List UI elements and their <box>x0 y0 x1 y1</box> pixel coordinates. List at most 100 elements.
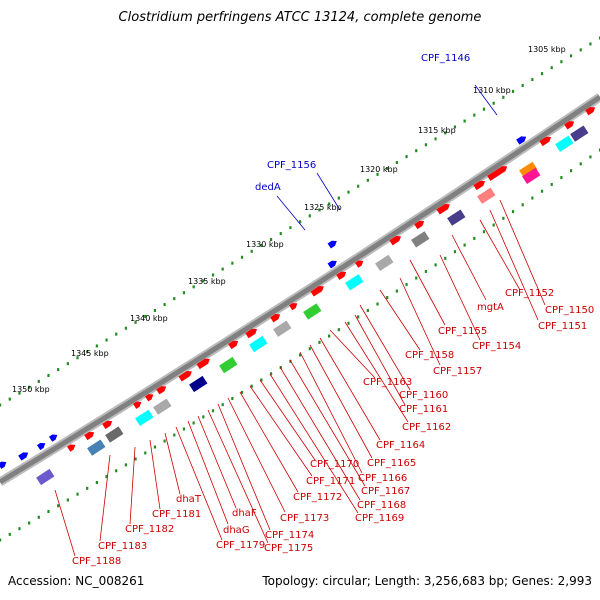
gene-arrow[interactable] <box>585 105 597 116</box>
feature-box[interactable] <box>345 274 364 291</box>
outer-dot <box>318 208 321 212</box>
gene-arrow[interactable] <box>310 284 325 297</box>
inner-dot <box>260 378 263 382</box>
label-CPF_1167[interactable]: CPF_1167 <box>361 486 410 497</box>
label-CPF_1161[interactable]: CPF_1161 <box>399 404 448 415</box>
gene-arrow[interactable] <box>414 219 426 230</box>
feature-box[interactable] <box>303 303 322 320</box>
feature-box[interactable] <box>135 409 154 426</box>
leader-line <box>289 359 366 487</box>
gene-arrow[interactable] <box>178 369 193 382</box>
gene-arrow[interactable] <box>389 234 402 246</box>
label-CPF_1170[interactable]: CPF_1170 <box>310 459 359 470</box>
gene-arrow[interactable] <box>564 119 576 130</box>
gene-arrow[interactable] <box>516 134 528 145</box>
inner-dot <box>18 527 21 531</box>
feature-box[interactable] <box>477 187 496 204</box>
leader-line <box>499 199 546 306</box>
label-CPF_1171[interactable]: CPF_1171 <box>306 476 355 487</box>
gene-arrow[interactable] <box>336 269 348 280</box>
leader-line <box>319 337 381 441</box>
outer-dot <box>357 184 360 188</box>
label-CPF_1146[interactable]: CPF_1146 <box>421 53 470 64</box>
gene-arrow[interactable] <box>145 392 155 402</box>
label-CPF_1162[interactable]: CPF_1162 <box>402 422 451 433</box>
inner-dot <box>415 276 418 280</box>
feature-box[interactable] <box>519 161 538 178</box>
feature-box[interactable] <box>570 125 589 142</box>
label-CPF_1155[interactable]: CPF_1155 <box>438 326 487 337</box>
label-CPF_1166[interactable]: CPF_1166 <box>358 473 407 484</box>
label-CPF_1182[interactable]: CPF_1182 <box>125 524 174 535</box>
inner-dot <box>76 492 79 496</box>
gene-arrow[interactable] <box>133 399 143 409</box>
label-CPF_1154[interactable]: CPF_1154 <box>472 341 521 352</box>
feature-box[interactable] <box>36 468 55 486</box>
gene-arrow[interactable] <box>37 441 47 451</box>
label-dhaG[interactable]: dhaG <box>223 525 250 536</box>
gene-arrow[interactable] <box>196 356 211 370</box>
feature-box[interactable] <box>411 231 430 248</box>
label-CPF_1151[interactable]: CPF_1151 <box>538 321 587 332</box>
gene-arrow[interactable] <box>228 339 240 350</box>
label-CPF_1172[interactable]: CPF_1172 <box>293 492 342 503</box>
label-CPF_1174[interactable]: CPF_1174 <box>265 530 314 541</box>
feature-box[interactable] <box>447 209 466 226</box>
gene-arrow[interactable] <box>102 419 114 430</box>
label-CPF_1152[interactable]: CPF_1152 <box>505 288 554 299</box>
label-CPF_1158[interactable]: CPF_1158 <box>405 350 454 361</box>
gene-arrow[interactable] <box>270 312 282 323</box>
label-CPF_1179[interactable]: CPF_1179 <box>216 540 265 551</box>
inner-dot <box>0 538 2 542</box>
label-CPF_1181[interactable]: CPF_1181 <box>152 509 201 520</box>
gene-arrow[interactable] <box>245 327 258 339</box>
label-CPF_1165[interactable]: CPF_1165 <box>367 458 416 469</box>
gene-arrow[interactable] <box>473 179 486 191</box>
inner-dot <box>579 162 582 166</box>
label-CPF_1169[interactable]: CPF_1169 <box>355 513 404 524</box>
gene-arrow[interactable] <box>156 384 168 395</box>
feature-box[interactable] <box>249 335 268 353</box>
gene-arrow[interactable] <box>327 259 339 269</box>
label-CPF_1156[interactable]: CPF_1156 <box>267 160 316 171</box>
gene-arrow[interactable] <box>18 450 30 461</box>
label-CPF_1160[interactable]: CPF_1160 <box>399 390 448 401</box>
gene-arrow[interactable] <box>0 459 8 469</box>
gene-arrow[interactable] <box>436 202 451 215</box>
label-dedA[interactable]: dedA <box>255 182 281 193</box>
feature-box[interactable] <box>153 398 172 415</box>
label-CPF_1173[interactable]: CPF_1173 <box>280 513 329 524</box>
gene-arrow[interactable] <box>84 430 96 441</box>
outer-dot <box>473 113 476 117</box>
label-CPF_1168[interactable]: CPF_1168 <box>357 500 406 511</box>
label-CPF_1163[interactable]: CPF_1163 <box>363 377 412 388</box>
gene-arrow[interactable] <box>327 239 339 249</box>
label-CPF_1150[interactable]: CPF_1150 <box>545 305 594 316</box>
label-dhaT[interactable]: dhaT <box>176 494 202 505</box>
outer-dot <box>134 320 137 324</box>
feature-box[interactable] <box>219 356 238 374</box>
gene-arrow[interactable] <box>67 442 77 452</box>
feature-box[interactable] <box>375 254 394 271</box>
label-CPF_1164[interactable]: CPF_1164 <box>376 440 425 451</box>
feature-box[interactable] <box>273 320 292 337</box>
label-CPF_1183[interactable]: CPF_1183 <box>98 541 147 552</box>
label-CPF_1175[interactable]: CPF_1175 <box>264 543 313 554</box>
gene-arrow[interactable] <box>487 164 509 181</box>
gene-arrow[interactable] <box>355 258 365 268</box>
feature-box[interactable] <box>105 426 124 443</box>
gene-arrow[interactable] <box>539 135 552 147</box>
label-mgtA[interactable]: mgtA <box>477 302 504 313</box>
feature-box[interactable] <box>522 167 541 184</box>
label-dhaF[interactable]: dhaF <box>232 508 257 519</box>
gene-arrow[interactable] <box>49 432 59 442</box>
label-CPF_1188[interactable]: CPF_1188 <box>72 556 121 567</box>
inner-dot <box>502 216 505 220</box>
feature-box[interactable] <box>189 375 208 393</box>
label-CPF_1157[interactable]: CPF_1157 <box>433 366 482 377</box>
leader-line <box>354 314 406 406</box>
feature-box[interactable] <box>555 135 574 152</box>
leader-line <box>227 397 286 513</box>
feature-box[interactable] <box>87 439 106 456</box>
gene-arrow[interactable] <box>289 301 299 311</box>
